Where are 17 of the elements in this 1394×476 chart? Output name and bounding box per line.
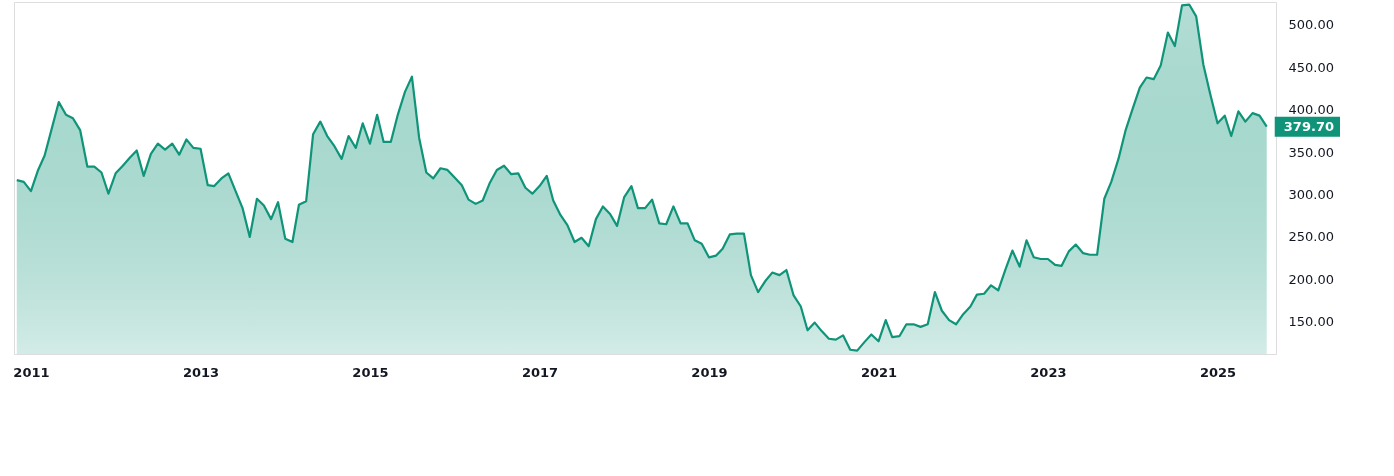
y-tick-label: 500.00 — [1288, 17, 1334, 33]
y-tick-label: 400.00 — [1288, 102, 1334, 118]
x-tick-label: 2019 — [691, 364, 728, 380]
y-tick-label: 200.00 — [1288, 271, 1334, 287]
y-tick-label: 300.00 — [1288, 187, 1334, 203]
x-tick-label: 2017 — [521, 364, 559, 380]
x-tick-label: 2015 — [352, 364, 389, 380]
y-tick-label: 250.00 — [1288, 229, 1334, 245]
y-tick-label: 450.00 — [1288, 59, 1334, 75]
y-tick-label: 350.00 — [1288, 144, 1334, 160]
x-tick-label: 2011 — [13, 364, 50, 380]
x-tick-label: 2013 — [182, 364, 220, 380]
x-tick-label: 2023 — [1030, 364, 1067, 380]
x-tick-label: 2025 — [1199, 364, 1237, 380]
y-tick-label: 150.00 — [1288, 314, 1334, 330]
annotation: 379.70 — [1283, 118, 1334, 134]
x-tick-label: 2021 — [860, 364, 898, 380]
